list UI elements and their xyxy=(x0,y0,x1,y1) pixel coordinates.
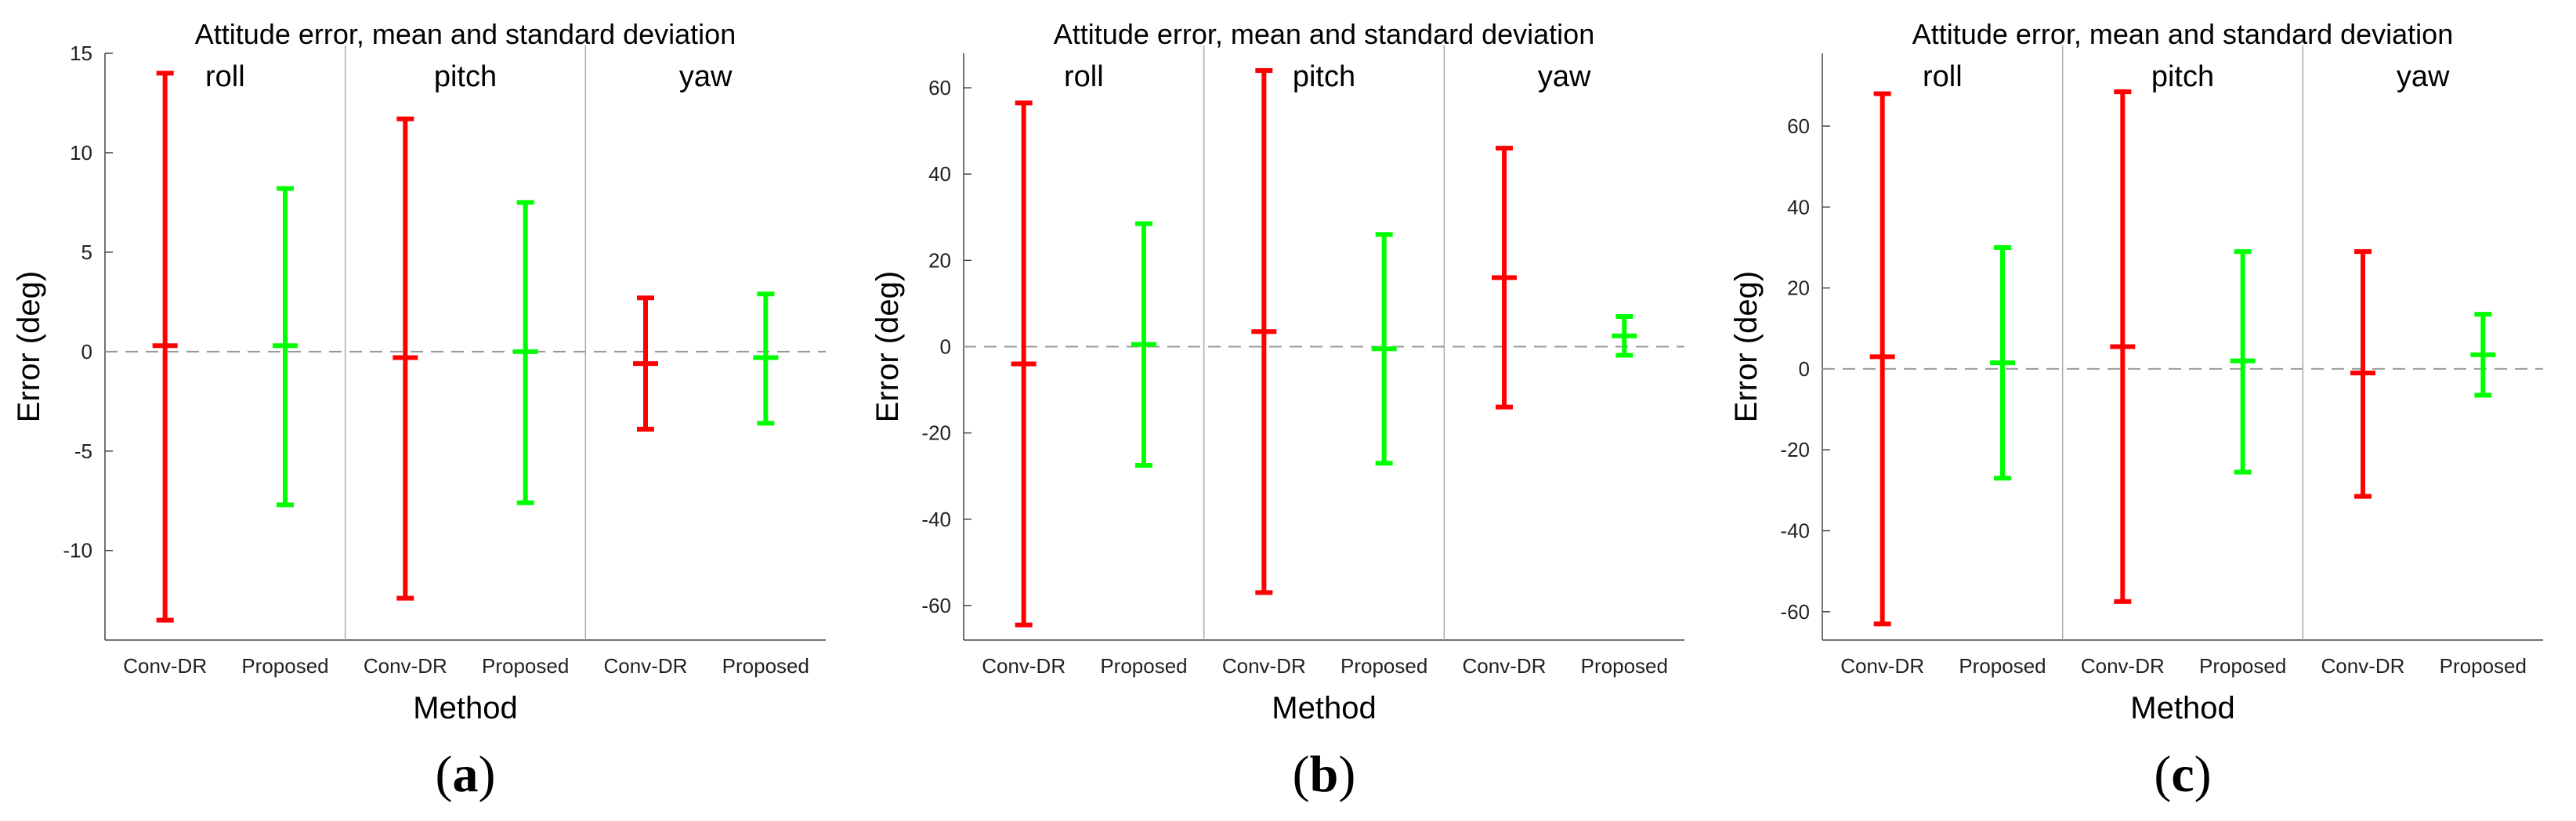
group-label-roll: roll xyxy=(1064,60,1104,93)
x-tick-label: Conv-DR xyxy=(982,654,1065,678)
y-tick-label: -20 xyxy=(921,421,951,445)
x-axis-label: Method xyxy=(1272,691,1376,725)
errorbar-roll-conv-dr xyxy=(1011,100,1037,628)
x-tick-label: Proposed xyxy=(2199,654,2286,678)
errorbar-chart-svg: -60 -40 -20 0 20 40 60 roll pitch yaw Conv-DR Propo… xyxy=(870,18,1684,803)
errorbar-yaw-conv-dr xyxy=(1492,146,1517,410)
y-axis-label: Error (deg) xyxy=(870,271,905,422)
errorbar-pitch-conv-dr xyxy=(393,116,418,601)
x-tick-label: Conv-DR xyxy=(1463,654,1547,678)
errorbar-pitch-proposed xyxy=(512,200,538,505)
y-tick-label: 5 xyxy=(81,241,92,264)
errorbar-pitch-conv-dr xyxy=(1251,68,1277,595)
y-tick-label: 40 xyxy=(1787,195,1810,219)
group-label-yaw: yaw xyxy=(679,60,733,93)
errorbar-yaw-proposed xyxy=(1612,313,1637,358)
errorbar-roll-proposed xyxy=(1131,221,1156,468)
x-tick-label: Conv-DR xyxy=(2321,654,2405,678)
group-label-pitch: pitch xyxy=(1293,60,1355,93)
y-tick-label: 20 xyxy=(928,248,951,272)
y-tick-label: -60 xyxy=(1780,600,1810,624)
errorbar-roll-conv-dr xyxy=(1869,91,1895,627)
errorbar-chart-svg: -60 -40 -20 0 20 40 60 roll pitch yaw Conv-DR Propo… xyxy=(1729,18,2543,803)
chart-title: Attitude error, mean and standard deviat… xyxy=(195,18,736,50)
panel-label: (b) xyxy=(1293,746,1356,803)
chart-title: Attitude error, mean and standard deviat… xyxy=(1054,18,1594,50)
chart-panel-a: -10 -5 0 5 10 15 roll pitch yaw Conv-DR Proposed Co… xyxy=(0,0,859,821)
group-label-pitch: pitch xyxy=(434,60,497,93)
errorbar-yaw-proposed xyxy=(753,291,779,426)
y-tick-label: 15 xyxy=(70,42,92,65)
x-tick-label: Conv-DR xyxy=(2081,654,2165,678)
y-tick-label: 0 xyxy=(940,335,951,359)
errorbar-pitch-conv-dr xyxy=(2110,89,2136,604)
group-label-yaw: yaw xyxy=(2397,60,2450,93)
y-tick-label: -10 xyxy=(63,539,92,562)
group-label-roll: roll xyxy=(205,60,245,93)
y-tick-label: 60 xyxy=(928,76,951,99)
x-tick-label: Proposed xyxy=(1581,654,1668,678)
y-tick-label: 0 xyxy=(1799,357,1810,381)
group-label-roll: roll xyxy=(1923,60,1963,93)
y-tick-label: -5 xyxy=(74,439,92,463)
chart-panel-b: -60 -40 -20 0 20 40 60 roll pitch yaw Conv-DR Propo… xyxy=(859,0,1717,821)
x-tick-label: Proposed xyxy=(241,654,328,678)
y-tick-label: 20 xyxy=(1787,277,1810,300)
x-tick-label: Proposed xyxy=(482,654,569,678)
y-tick-label: -40 xyxy=(921,508,951,531)
y-tick-label: -20 xyxy=(1780,438,1810,461)
errorbar-pitch-proposed xyxy=(1371,232,1397,466)
errorbar-roll-proposed xyxy=(273,186,298,508)
group-label-yaw: yaw xyxy=(1538,60,1591,93)
x-tick-label: Conv-DR xyxy=(123,654,207,678)
x-tick-label: Proposed xyxy=(722,654,809,678)
errorbar-yaw-conv-dr xyxy=(633,295,658,432)
y-tick-label: 40 xyxy=(928,162,951,186)
y-tick-label: 60 xyxy=(1787,114,1810,138)
group-label-pitch: pitch xyxy=(2151,60,2214,93)
x-tick-label: Proposed xyxy=(1100,654,1187,678)
chart-title: Attitude error, mean and standard deviat… xyxy=(1912,18,2453,50)
y-tick-label: -40 xyxy=(1780,519,1810,543)
x-tick-label: Conv-DR xyxy=(604,654,688,678)
x-tick-label: Conv-DR xyxy=(1222,654,1306,678)
x-axis-label: Method xyxy=(2130,691,2234,725)
y-axis-label: Error (deg) xyxy=(12,271,46,422)
y-tick-label: -60 xyxy=(921,594,951,617)
x-tick-label: Conv-DR xyxy=(364,654,447,678)
errorbar-yaw-proposed xyxy=(2470,312,2496,398)
errorbar-pitch-proposed xyxy=(2230,249,2256,475)
y-tick-label: 0 xyxy=(81,340,92,363)
y-tick-label: 10 xyxy=(70,141,92,165)
errorbar-roll-conv-dr xyxy=(152,71,178,623)
x-axis-label: Method xyxy=(413,691,517,725)
errorbar-roll-proposed xyxy=(1990,244,2015,481)
errorbar-chart-svg: -10 -5 0 5 10 15 roll pitch yaw Conv-DR Proposed Co… xyxy=(12,18,826,803)
panel-label: (c) xyxy=(2154,746,2211,803)
errorbar-yaw-conv-dr xyxy=(2350,249,2375,499)
x-tick-label: Proposed xyxy=(1959,654,2046,678)
panel-label: (a) xyxy=(436,746,496,803)
x-tick-label: Proposed xyxy=(2440,654,2527,678)
x-tick-label: Conv-DR xyxy=(1840,654,1924,678)
y-axis-label: Error (deg) xyxy=(1729,271,1764,422)
chart-panel-c: -60 -40 -20 0 20 40 60 roll pitch yaw Conv-DR Propo… xyxy=(1717,0,2576,821)
x-tick-label: Proposed xyxy=(1340,654,1427,678)
